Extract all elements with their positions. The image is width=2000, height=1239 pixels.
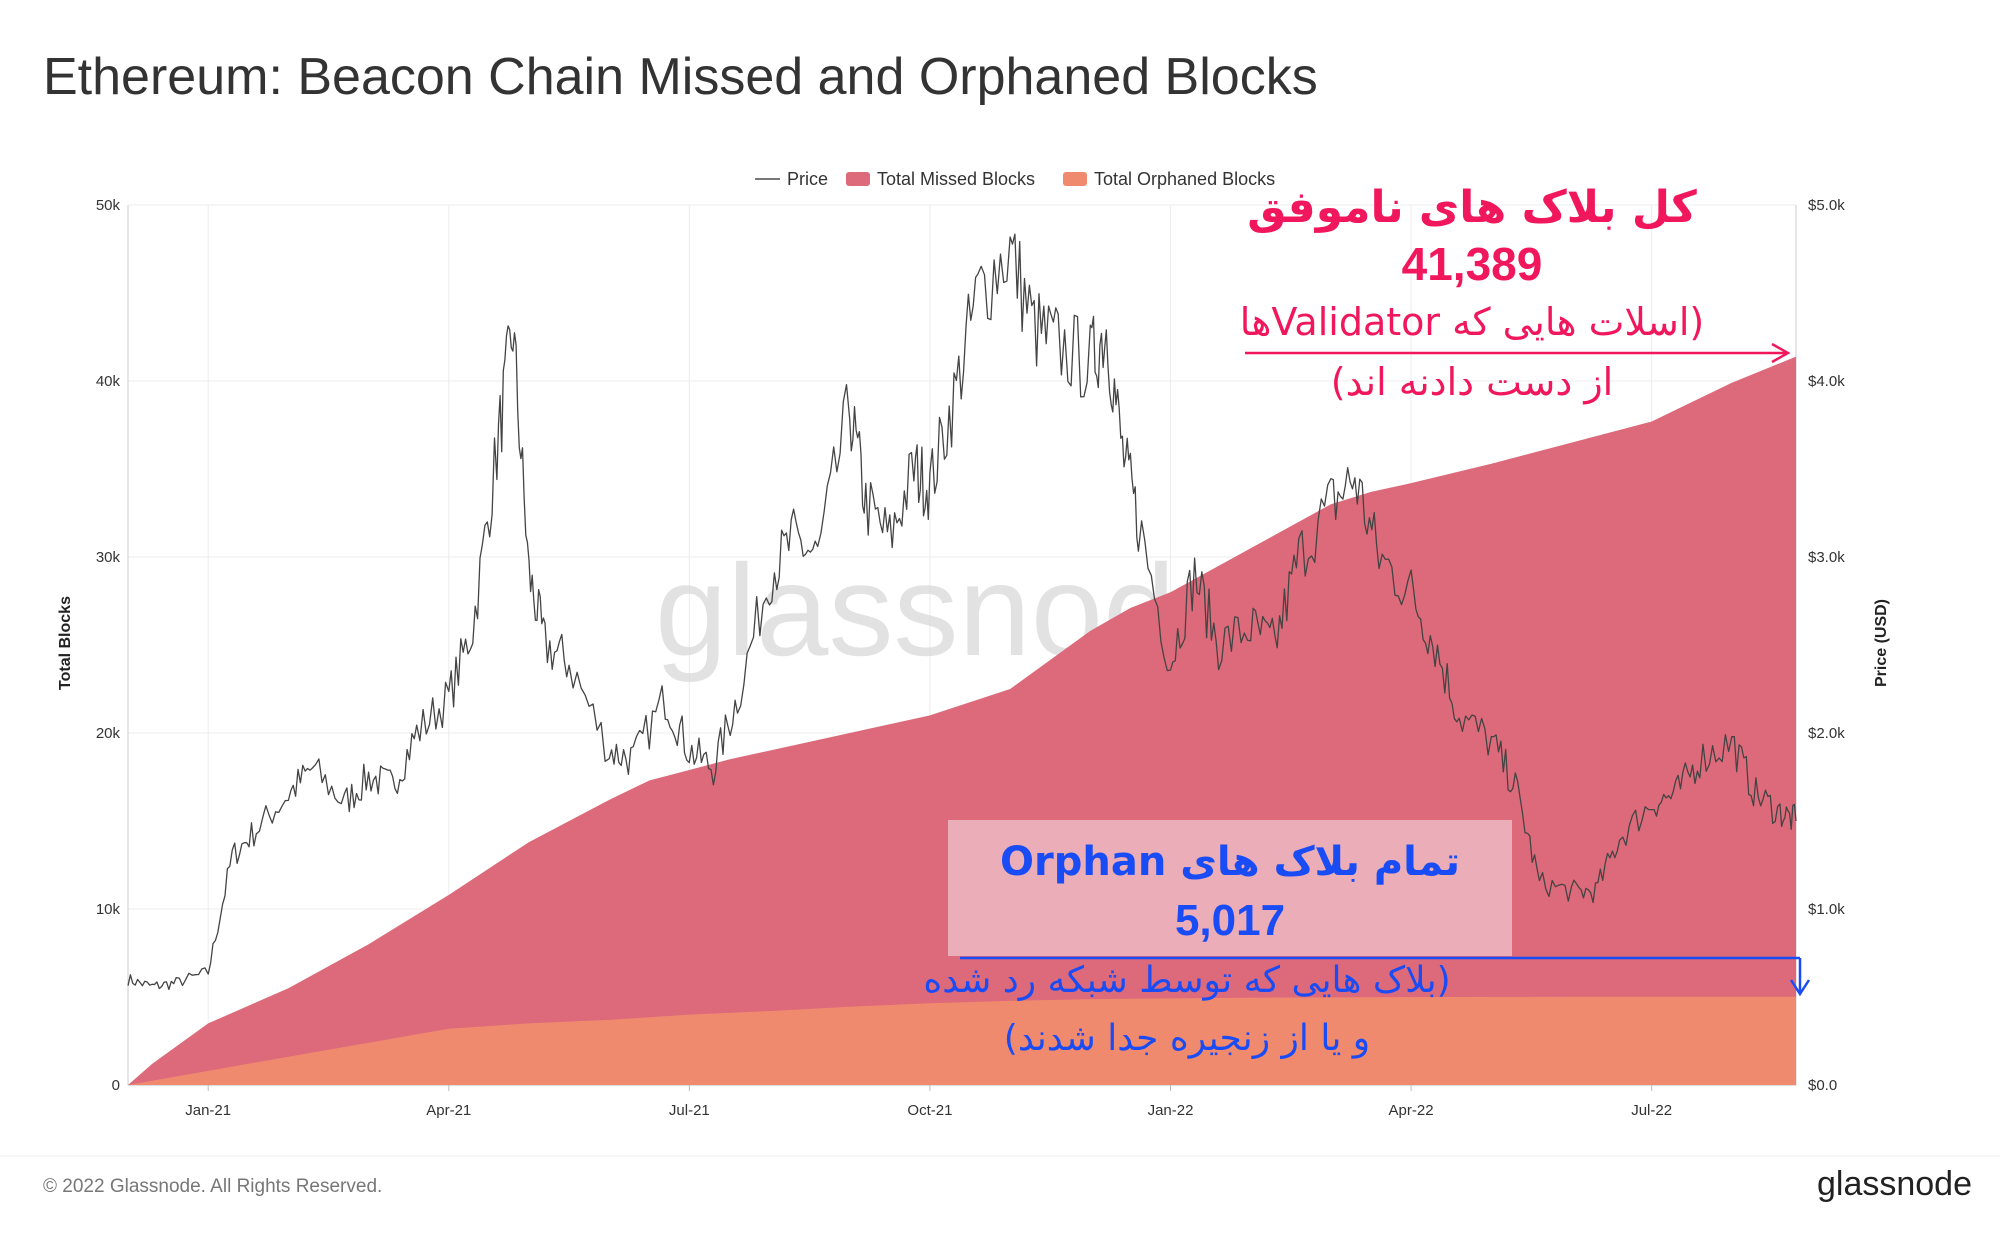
orphan-annotation-desc-line1: (بلاک هایی که توسط شبکه رد شده [923, 960, 1450, 1001]
line-series [127, 233, 1797, 991]
x-tick-label: Apr-22 [1389, 1102, 1434, 1119]
x-tick-label: Jul-22 [1631, 1102, 1672, 1119]
y-tick-label: 20k [96, 725, 121, 742]
legend-label-price: Price [787, 169, 828, 189]
y-axis-title: Total Blocks [57, 596, 74, 690]
y2-tick-label: $1.0k [1808, 901, 1845, 918]
x-axis-ticks: Jan-21 Apr-21 Jul-21 Oct-21 Jan-22 Apr-22 Jul-… [185, 1085, 1672, 1119]
legend-label-missed: Total Missed Blocks [877, 169, 1035, 189]
x-tick-label: Jul-21 [669, 1102, 710, 1119]
missed-annotation-arrow-head [1771, 342, 1791, 364]
legend-swatch-orphaned [1063, 172, 1087, 186]
orphan-annotation-title: تمام بلاک های Orphan [1000, 839, 1460, 885]
x-tick-label: Jan-22 [1148, 1102, 1194, 1119]
y-tick-label: 30k [96, 549, 121, 566]
x-tick-label: Apr-21 [426, 1102, 471, 1119]
orphan-annotation-desc-line2: و یا از زنجیره جدا شدند) [1004, 1018, 1370, 1059]
missed-annotation-desc-line2: از دست دادنه اند) [1331, 360, 1613, 404]
y-axis-ticks: 0 10k 20k 30k 40k 50k [96, 197, 121, 1094]
y2-tick-label: $4.0k [1808, 373, 1845, 390]
orphaned-blocks-area [128, 996, 1796, 1085]
orphan-annotation: تمام بلاک های Orphan 5,017 (بلاک هایی که… [923, 820, 1811, 1059]
orphan-annotation-value: 5,017 [1175, 896, 1285, 945]
missed-annotation-value: 41,389 [1402, 238, 1543, 290]
chart-title: Ethereum: Beacon Chain Missed and Orphan… [43, 48, 1318, 106]
legend-label-orphaned: Total Orphaned Blocks [1094, 169, 1275, 189]
y-tick-label: 50k [96, 197, 121, 214]
footer-copyright: © 2022 Glassnode. All Rights Reserved. [43, 1176, 382, 1197]
missed-annotation-title: کل بلاک های ناموفق [1247, 182, 1697, 233]
legend-swatch-missed [846, 172, 870, 186]
price-line [127, 233, 1797, 991]
x-tick-label: Oct-21 [907, 1102, 952, 1119]
legend: Price Total Missed Blocks Total Orphaned… [755, 169, 1275, 189]
orphan-annotation-arrow-head [1789, 979, 1811, 997]
y-tick-label: 40k [96, 373, 121, 390]
y-tick-label: 0 [112, 1077, 120, 1094]
y2-tick-label: $5.0k [1808, 197, 1845, 214]
y2-axis-title: Price (USD) [1873, 599, 1890, 687]
y2-tick-label: $3.0k [1808, 549, 1845, 566]
y2-axis-ticks: $0.0 $1.0k $2.0k $3.0k $4.0k $5.0k [1808, 197, 1845, 1094]
y2-tick-label: $0.0 [1808, 1077, 1837, 1094]
orphan-annotation-box [948, 820, 1512, 956]
x-tick-label: Jan-21 [185, 1102, 231, 1119]
missed-annotation: کل بلاک های ناموفق 41,389 (اسلات هایی که… [1240, 182, 1791, 404]
y-tick-label: 10k [96, 901, 121, 918]
y2-tick-label: $2.0k [1808, 725, 1845, 742]
footer-brand-logo: glassnode [1817, 1165, 1972, 1203]
missed-annotation-desc-line1: (اسلات هایی که Validatorها [1240, 300, 1705, 344]
